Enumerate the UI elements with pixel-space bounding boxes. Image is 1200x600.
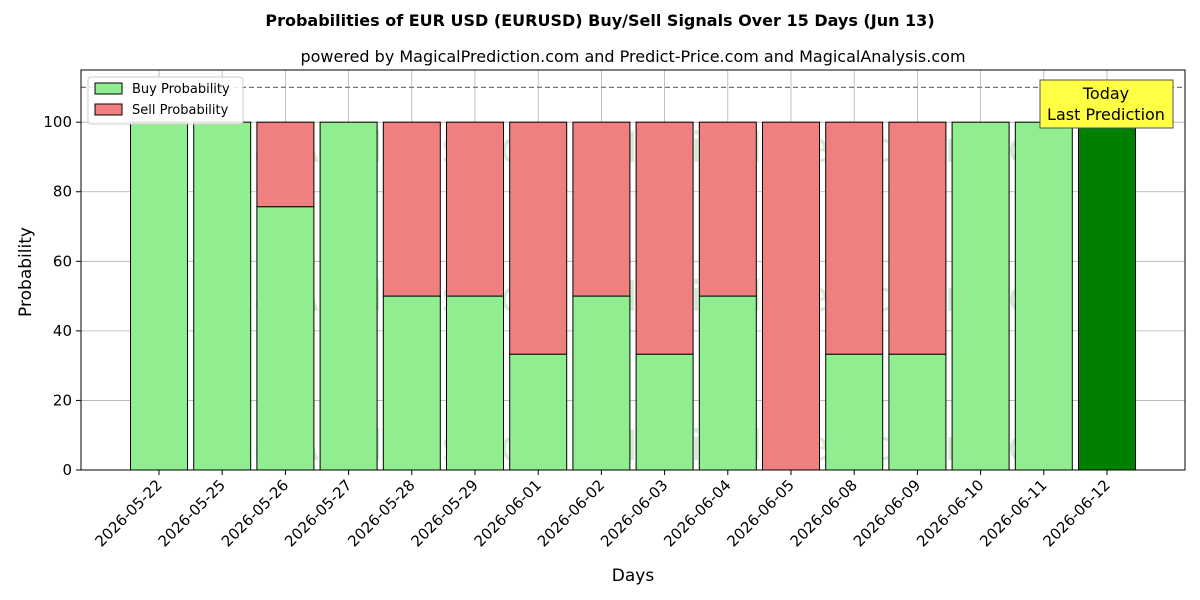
x-tick-label: 2026-06-08 <box>787 476 861 550</box>
y-tick-label: 0 <box>62 461 72 479</box>
sell-bar <box>698 121 757 297</box>
buy-bar <box>1078 121 1136 471</box>
legend-label-sell: Sell Probability <box>132 103 229 118</box>
y-axis-label: Probability <box>16 227 36 317</box>
y-tick-label: 100 <box>43 113 72 131</box>
buy-bar <box>382 295 441 471</box>
x-tick-label: 2026-06-11 <box>976 476 1050 550</box>
chart-subtitle: powered by MagicalPrediction.com and Pre… <box>300 47 965 66</box>
buy-bar <box>572 295 631 471</box>
sell-bar <box>825 121 884 355</box>
today-annotation: Today Last Prediction <box>1039 79 1174 129</box>
buy-bar <box>130 121 188 471</box>
buy-bar <box>888 353 947 471</box>
x-axis-ticks: 2026-05-222026-05-252026-05-262026-05-27… <box>91 470 1114 550</box>
y-tick-label: 40 <box>53 322 72 340</box>
x-tick-label: 2026-06-12 <box>1039 476 1113 550</box>
x-tick-label: 2026-06-02 <box>534 476 608 550</box>
legend: Buy Probability Sell Probability <box>87 76 244 125</box>
x-tick-label: 2026-05-29 <box>407 476 481 550</box>
x-tick-label: 2026-06-01 <box>471 476 545 550</box>
plot-frame <box>80 69 1186 471</box>
sell-bar <box>509 121 568 355</box>
buy-bar <box>509 353 568 471</box>
bars <box>130 121 1136 471</box>
y-tick-label: 20 <box>53 391 72 409</box>
x-tick-label: 2026-06-04 <box>660 476 734 550</box>
buy-bar <box>319 121 378 471</box>
sell-bar <box>256 121 315 208</box>
buy-bar <box>635 353 694 471</box>
sell-bar <box>762 121 820 471</box>
y-axis-ticks: 0 20 40 60 80 100 <box>43 113 81 479</box>
sell-bar <box>635 121 694 355</box>
x-tick-label: 2026-06-05 <box>723 476 797 550</box>
buy-bar <box>1014 121 1073 471</box>
chart-title: Probabilities of EUR USD (EURUSD) Buy/Se… <box>265 11 934 30</box>
x-tick-label: 2026-06-09 <box>850 476 924 550</box>
x-axis-label: Days <box>612 566 655 586</box>
annotation-line-2: Last Prediction <box>1047 105 1165 124</box>
sell-bar <box>572 121 631 297</box>
legend-swatch-sell <box>94 103 123 116</box>
annotation-box <box>1039 79 1174 129</box>
legend-label-buy: Buy Probability <box>132 82 230 97</box>
x-tick-label: 2026-05-26 <box>218 476 292 550</box>
x-tick-label: 2026-05-27 <box>281 476 355 550</box>
buy-bar <box>193 121 252 471</box>
y-tick-label: 80 <box>53 183 72 201</box>
x-tick-label: 2026-05-25 <box>155 476 229 550</box>
x-tick-label: 2026-05-28 <box>344 476 418 550</box>
x-tick-label: 2026-06-03 <box>597 476 671 550</box>
buy-bar <box>951 121 1010 471</box>
legend-frame <box>87 76 244 125</box>
sell-bar <box>446 121 504 297</box>
buy-bar <box>825 353 884 471</box>
sell-bar <box>888 121 947 355</box>
buy-bar <box>698 295 757 471</box>
x-tick-label: 2026-05-22 <box>91 476 165 550</box>
buy-bar <box>446 295 504 471</box>
annotation-line-1: Today <box>1082 84 1129 103</box>
x-tick-label: 2026-06-10 <box>913 476 987 550</box>
sell-bar <box>382 121 441 297</box>
y-tick-label: 60 <box>53 252 72 270</box>
legend-swatch-buy <box>94 82 123 95</box>
buy-bar <box>256 206 315 471</box>
